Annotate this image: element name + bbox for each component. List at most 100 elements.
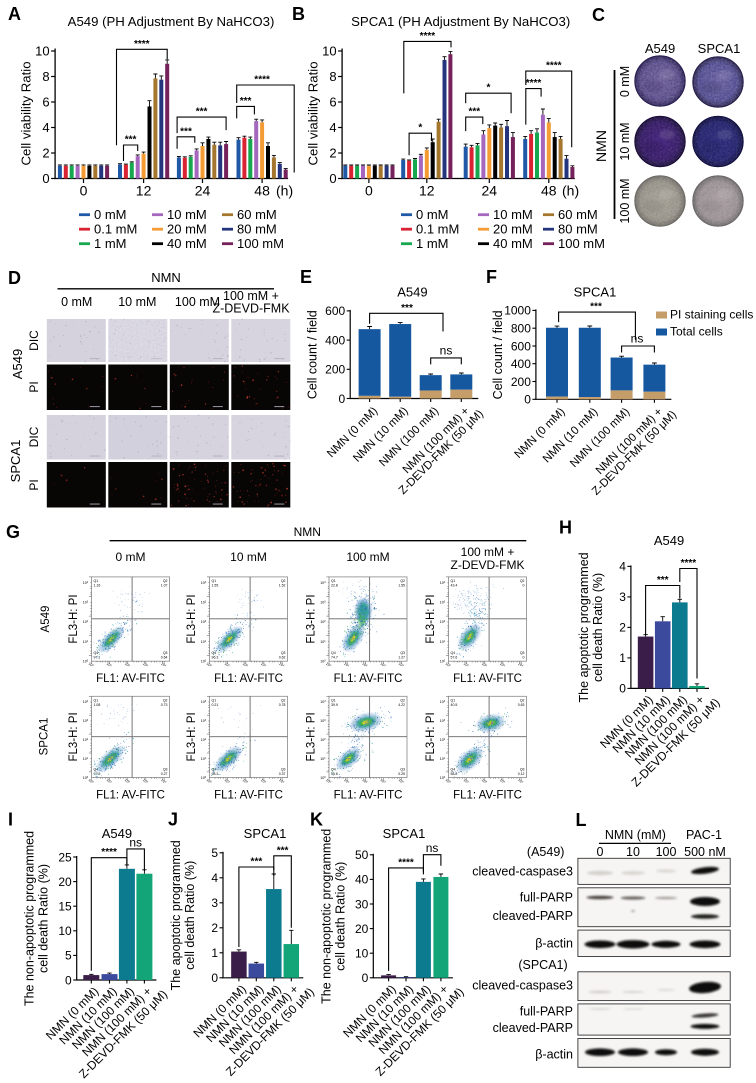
svg-text:***: *** [180, 126, 192, 137]
svg-text:cell death Ratio (%): cell death Ratio (%) [37, 864, 51, 973]
svg-text:100: 100 [88, 661, 95, 668]
svg-text:***: *** [401, 303, 413, 314]
svg-text:Q2: Q2 [400, 698, 405, 702]
svg-text:FL3-H: PI: FL3-H: PI [425, 594, 437, 643]
svg-text:H: H [559, 518, 572, 538]
svg-text:100: 100 [201, 659, 207, 664]
svg-text:58.8: 58.8 [451, 772, 458, 776]
svg-text:0.37: 0.37 [279, 772, 286, 776]
svg-text:101: 101 [83, 639, 89, 644]
svg-text:FL3-H: PI: FL3-H: PI [425, 712, 437, 761]
svg-text:FL1: AV-FITC: FL1: AV-FITC [96, 790, 165, 802]
svg-text:***: *** [468, 107, 480, 118]
svg-text:0: 0 [211, 971, 218, 985]
svg-text:98.2: 98.2 [212, 772, 219, 776]
svg-text:100 mM: 100 mM [618, 178, 632, 223]
svg-text:0.27: 0.27 [161, 772, 168, 776]
svg-text:FL1: AV-FITC: FL1: AV-FITC [453, 790, 522, 802]
svg-text:Q1: Q1 [331, 698, 336, 702]
svg-text:FL3-H: PI: FL3-H: PI [68, 712, 80, 761]
svg-text:****: **** [398, 857, 414, 868]
svg-text:10: 10 [626, 845, 640, 859]
svg-text:B: B [292, 4, 305, 24]
svg-text:101: 101 [463, 778, 470, 785]
svg-text:Q2: Q2 [400, 579, 405, 583]
svg-text:104: 104 [320, 700, 326, 705]
svg-text:104: 104 [320, 581, 326, 586]
svg-text:0.62: 0.62 [279, 656, 286, 660]
svg-text:103: 103 [83, 719, 89, 724]
svg-text:24: 24 [195, 183, 211, 199]
svg-text:****: **** [134, 39, 150, 50]
svg-text:103: 103 [142, 661, 149, 668]
svg-text:A549: A549 [654, 533, 684, 548]
svg-text:0.12: 0.12 [518, 772, 525, 776]
svg-text:C: C [592, 5, 605, 25]
svg-text:102: 102 [361, 778, 368, 785]
svg-text:DIC: DIC [27, 330, 41, 351]
svg-text:104: 104 [201, 581, 207, 586]
svg-text:***: *** [125, 135, 137, 146]
svg-text:100: 100 [206, 778, 213, 785]
svg-text:100: 100 [445, 778, 452, 785]
svg-text:102: 102 [320, 738, 326, 743]
svg-text:103: 103 [201, 600, 207, 605]
svg-text:48: 48 [541, 183, 557, 199]
svg-text:A: A [8, 4, 21, 24]
svg-text:SPCA1: SPCA1 [8, 440, 23, 483]
svg-text:***: *** [590, 302, 602, 313]
svg-text:40.5: 40.5 [451, 703, 458, 707]
svg-text:Q2: Q2 [520, 698, 525, 702]
svg-text:74.7: 74.7 [331, 656, 338, 660]
svg-text:104: 104 [160, 661, 167, 668]
svg-text:104: 104 [440, 581, 446, 586]
svg-text:400: 400 [325, 333, 345, 347]
svg-text:5: 5 [211, 846, 218, 860]
svg-text:20: 20 [355, 922, 369, 936]
svg-text:101: 101 [320, 639, 326, 644]
svg-text:103: 103 [201, 719, 207, 724]
svg-text:Q2: Q2 [520, 579, 525, 583]
svg-text:PAC-1: PAC-1 [686, 828, 722, 842]
svg-text:Q4: Q4 [331, 768, 336, 772]
svg-text:0: 0 [65, 973, 72, 987]
svg-text:102: 102 [361, 661, 368, 668]
svg-text:102: 102 [124, 661, 131, 668]
svg-text:full-PARP: full-PARP [520, 1005, 573, 1019]
svg-text:Q2: Q2 [281, 579, 286, 583]
svg-text:0: 0 [80, 183, 88, 199]
svg-text:0 mM: 0 mM [416, 207, 449, 222]
svg-text:cleaved-caspase3: cleaved-caspase3 [472, 865, 573, 879]
svg-text:103: 103 [379, 778, 386, 785]
svg-text:0 mM: 0 mM [116, 550, 146, 564]
svg-text:SPCA1 (PH Adjustment By NaHCO3: SPCA1 (PH Adjustment By NaHCO3) [351, 14, 570, 29]
svg-text:D: D [8, 268, 21, 288]
svg-text:104: 104 [398, 778, 405, 785]
svg-text:cell death Ratio (%): cell death Ratio (%) [333, 862, 347, 971]
svg-text:1 mM: 1 mM [94, 236, 127, 251]
svg-text:SPCA1: SPCA1 [39, 718, 51, 756]
svg-text:Q3: Q3 [400, 651, 405, 655]
svg-text:2: 2 [211, 921, 218, 935]
svg-text:NMN (mM): NMN (mM) [605, 828, 666, 842]
svg-text:Q3: Q3 [520, 651, 525, 655]
svg-text:SPCA1: SPCA1 [383, 826, 426, 841]
svg-text:0.25: 0.25 [398, 772, 405, 776]
svg-text:6: 6 [329, 95, 336, 110]
svg-text:***: *** [657, 575, 669, 586]
svg-text:The non-apoptotic programmed: The non-apoptotic programmed [23, 831, 37, 1006]
svg-text:FL3-H: PI: FL3-H: PI [186, 594, 198, 643]
svg-text:I: I [8, 810, 13, 830]
svg-text:Q1: Q1 [94, 698, 99, 702]
svg-text:Q2: Q2 [163, 579, 168, 583]
svg-text:FL3-H: PI: FL3-H: PI [68, 594, 80, 643]
svg-text:SPCA1: SPCA1 [698, 41, 741, 56]
svg-text:****: **** [101, 847, 117, 858]
svg-text:0: 0 [362, 971, 369, 985]
svg-text:102: 102 [320, 620, 326, 625]
svg-text:FL1: AV-FITC: FL1: AV-FITC [96, 673, 165, 685]
svg-text:1.55: 1.55 [212, 583, 219, 587]
svg-text:0: 0 [329, 171, 336, 186]
svg-text:A549: A549 [40, 606, 52, 633]
svg-text:****: **** [526, 78, 542, 89]
